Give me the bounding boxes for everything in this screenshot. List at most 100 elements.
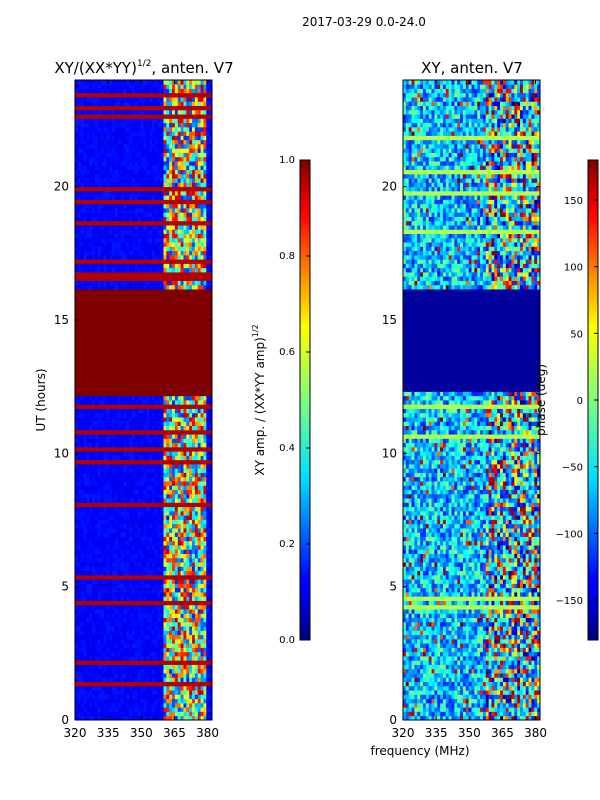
amplitude-heatmap-cell bbox=[203, 442, 207, 448]
amplitude-heatmap-cell bbox=[177, 694, 181, 700]
amplitude-heatmap-cell bbox=[132, 621, 136, 627]
amplitude-heatmap-cell bbox=[146, 707, 150, 712]
amplitude-heatmap-cell bbox=[77, 344, 82, 350]
amplitude-heatmap-cell bbox=[137, 336, 142, 341]
amplitude-heatmap-cell bbox=[143, 600, 147, 606]
amplitude-heatmap-cell bbox=[129, 596, 133, 601]
amplitude-heatmap-cell bbox=[143, 506, 147, 512]
amplitude-heatmap-cell bbox=[109, 532, 113, 537]
amplitude-heatmap-cell bbox=[97, 549, 102, 554]
amplitude-heatmap-cell bbox=[117, 613, 122, 618]
amplitude-heatmap-cell bbox=[203, 485, 207, 490]
amplitude-heatmap-cell bbox=[149, 523, 153, 529]
amplitude-heatmap-cell bbox=[132, 391, 136, 397]
amplitude-heatmap-cell bbox=[197, 613, 201, 618]
amplitude-heatmap-cell bbox=[92, 289, 96, 294]
amplitude-heatmap-cell bbox=[89, 395, 93, 401]
amplitude-heatmap-cell bbox=[75, 387, 79, 392]
amplitude-heatmap-cell bbox=[186, 408, 190, 414]
amplitude-heatmap-cell bbox=[160, 344, 164, 350]
amplitude-heatmap-cell bbox=[123, 472, 127, 478]
amplitude-heatmap-cell bbox=[86, 306, 90, 311]
amplitude-heatmap-cell bbox=[203, 557, 207, 563]
amplitude-heatmap-cell bbox=[83, 412, 87, 418]
amplitude-heatmap-cell bbox=[137, 446, 142, 452]
amplitude-heatmap-cell bbox=[86, 604, 90, 610]
amplitude-heatmap-cell bbox=[140, 600, 144, 606]
amplitude-heatmap-cell bbox=[137, 365, 142, 371]
amplitude-heatmap-cell bbox=[97, 357, 102, 362]
amplitude-heatmap-cell bbox=[126, 673, 130, 678]
amplitude-heatmap-cell bbox=[149, 715, 153, 720]
amplitude-heatmap-cell bbox=[169, 493, 173, 499]
amplitude-heatmap-cell bbox=[114, 378, 119, 384]
amplitude-heatmap-cell bbox=[197, 681, 201, 687]
amplitude-heatmap-cell bbox=[197, 630, 201, 636]
amplitude-heatmap-cell bbox=[140, 327, 144, 333]
amplitude-heatmap-cell bbox=[157, 596, 162, 601]
amplitude-heatmap-cell bbox=[177, 336, 181, 341]
amplitude-heatmap-cell bbox=[180, 600, 184, 606]
amplitude-heatmap-cell bbox=[123, 476, 127, 482]
amplitude-heatmap-cell bbox=[86, 685, 90, 691]
amplitude-heatmap-cell bbox=[137, 685, 142, 691]
amplitude-heatmap-cell bbox=[77, 370, 82, 375]
amplitude-heatmap-cell bbox=[112, 707, 116, 712]
amplitude-heatmap-cell bbox=[152, 574, 156, 580]
amplitude-heatmap-cell bbox=[103, 510, 107, 516]
amplitude-heatmap-cell bbox=[157, 694, 162, 700]
amplitude-heatmap-cell bbox=[129, 613, 133, 618]
amplitude-heatmap-cell bbox=[103, 387, 107, 392]
amplitude-heatmap-cell bbox=[152, 421, 156, 426]
amplitude-heatmap-cell bbox=[120, 553, 124, 559]
amplitude-heatmap-cell bbox=[140, 498, 144, 503]
amplitude-heatmap-cell bbox=[83, 643, 87, 648]
amplitude-heatmap-cell bbox=[180, 280, 184, 286]
amplitude-heatmap-cell bbox=[197, 344, 201, 350]
amplitude-heatmap-cell bbox=[117, 340, 122, 345]
amplitude-heatmap-cell bbox=[152, 698, 156, 704]
amplitude-heatmap-cell bbox=[132, 626, 136, 631]
amplitude-heatmap-cell bbox=[89, 476, 93, 482]
amplitude-heatmap-cell bbox=[100, 592, 104, 597]
amplitude-heatmap-cell bbox=[200, 489, 204, 495]
amplitude-heatmap-cell bbox=[117, 536, 122, 542]
amplitude-heatmap-cell bbox=[106, 412, 110, 418]
amplitude-heatmap-cell bbox=[100, 387, 104, 392]
amplitude-heatmap-cell bbox=[149, 566, 153, 572]
amplitude-heatmap-cell bbox=[197, 280, 201, 286]
amplitude-heatmap-cell bbox=[172, 630, 176, 636]
amplitude-heatmap-cell bbox=[149, 357, 153, 362]
amplitude-heatmap-cell bbox=[177, 519, 181, 525]
amplitude-heatmap-cell bbox=[192, 374, 196, 380]
amplitude-heatmap-cell bbox=[174, 557, 179, 563]
amplitude-heatmap-cell bbox=[160, 306, 164, 311]
amplitude-heatmap-cell bbox=[106, 318, 110, 324]
amplitude-heatmap-cell bbox=[174, 417, 179, 422]
amplitude-heatmap-cell bbox=[186, 348, 190, 354]
amplitude-heatmap-cell bbox=[123, 323, 127, 328]
amplitude-heatmap-cell bbox=[97, 442, 102, 448]
amplitude-heatmap-cell bbox=[149, 434, 153, 439]
amplitude-heatmap-cell bbox=[183, 715, 187, 720]
figure-suptitle: 2017-03-29 0.0-24.0 bbox=[302, 15, 426, 29]
amplitude-heatmap-cell bbox=[157, 604, 162, 610]
amplitude-heatmap-cell bbox=[154, 562, 159, 567]
amplitude-heatmap-cell bbox=[112, 574, 116, 580]
amplitude-heatmap-cell bbox=[132, 587, 136, 593]
amplitude-heatmap-cell bbox=[186, 583, 190, 589]
amplitude-heatmap-cell bbox=[177, 429, 181, 435]
amplitude-heatmap-cell bbox=[200, 498, 204, 503]
amplitude-heatmap-cell bbox=[112, 617, 116, 623]
amplitude-heatmap-cell bbox=[203, 327, 207, 333]
amplitude-heatmap-cell bbox=[112, 382, 116, 388]
amplitude-heatmap-cell bbox=[77, 506, 82, 512]
amplitude-heatmap-cell bbox=[143, 617, 147, 623]
amplitude-heatmap-cell bbox=[166, 528, 170, 533]
amplitude-heatmap-cell bbox=[200, 702, 204, 708]
amplitude-heatmap-cell bbox=[200, 472, 204, 478]
amplitude-heatmap-cell bbox=[186, 557, 190, 563]
amplitude-heatmap-cell bbox=[186, 404, 190, 409]
amplitude-heatmap-cell bbox=[206, 353, 210, 358]
amplitude-heatmap-cell bbox=[112, 583, 116, 589]
